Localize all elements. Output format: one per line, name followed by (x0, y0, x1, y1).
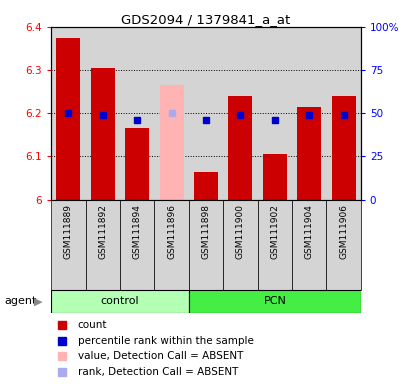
Text: GSM111904: GSM111904 (304, 204, 313, 259)
Text: rank, Detection Call = ABSENT: rank, Detection Call = ABSENT (77, 367, 237, 377)
Bar (193, 172, 218, 200)
Bar (189, 200, 222, 290)
Bar (120, 200, 154, 290)
Text: GSM111906: GSM111906 (338, 204, 347, 259)
Bar (154, 200, 189, 290)
Text: GSM111892: GSM111892 (98, 204, 107, 259)
Text: GSM111889: GSM111889 (64, 204, 73, 259)
Text: PCN: PCN (263, 296, 285, 306)
Bar (159, 85, 183, 200)
Text: control: control (101, 296, 139, 306)
Text: agent: agent (4, 296, 36, 306)
Bar (262, 154, 286, 200)
Bar (51, 200, 85, 290)
Text: GSM111900: GSM111900 (235, 204, 244, 259)
Bar (189, 290, 360, 313)
Bar (228, 96, 252, 200)
Text: GSM111898: GSM111898 (201, 204, 210, 259)
Text: GSM111896: GSM111896 (167, 204, 176, 259)
Text: count: count (77, 320, 107, 330)
Bar (257, 200, 291, 290)
Bar (297, 107, 321, 200)
Bar (85, 200, 120, 290)
Text: percentile rank within the sample: percentile rank within the sample (77, 336, 253, 346)
Text: ▶: ▶ (34, 296, 42, 306)
Bar (90, 68, 115, 200)
Bar (125, 128, 149, 200)
Bar (56, 38, 80, 200)
Text: value, Detection Call = ABSENT: value, Detection Call = ABSENT (77, 351, 243, 361)
Bar (222, 200, 257, 290)
Bar (291, 200, 326, 290)
Bar (331, 96, 355, 200)
Text: GSM111894: GSM111894 (133, 204, 142, 259)
Text: GSM111902: GSM111902 (270, 204, 279, 259)
Bar (326, 200, 360, 290)
Title: GDS2094 / 1379841_a_at: GDS2094 / 1379841_a_at (121, 13, 290, 26)
Bar (51, 290, 189, 313)
